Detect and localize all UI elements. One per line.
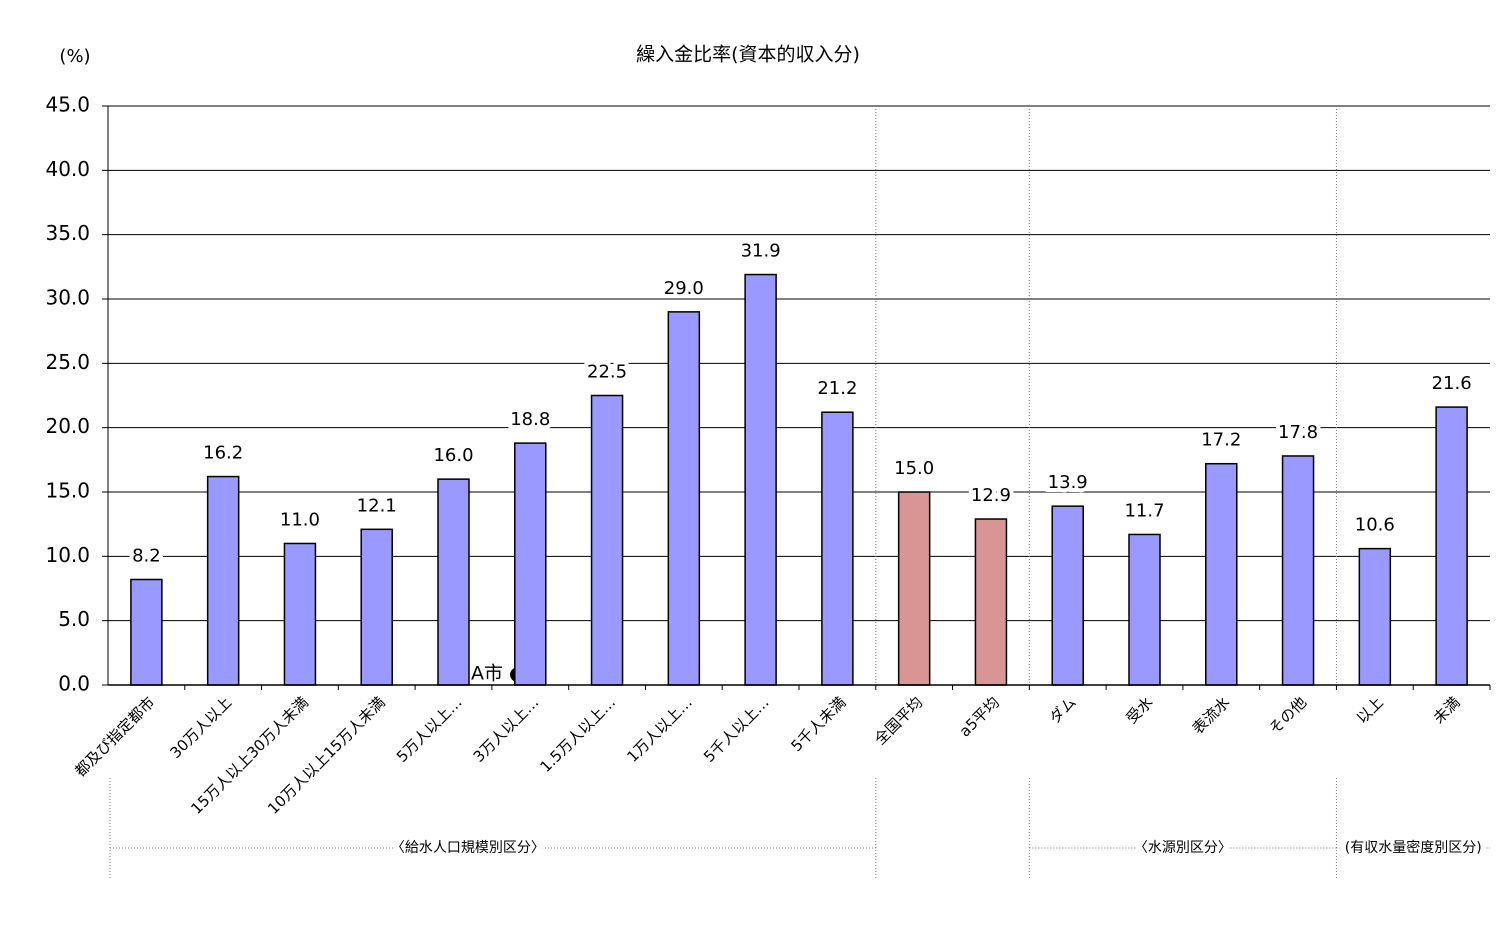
x-tick-label: 受水 xyxy=(1123,693,1157,727)
bar xyxy=(1281,455,1315,686)
bar xyxy=(283,542,317,686)
x-tick-label: 表流水 xyxy=(1189,693,1234,738)
y-tick-label: 30.0 xyxy=(45,286,90,310)
x-tick-label: 全国平均 xyxy=(871,693,926,748)
y-unit-label: (%) xyxy=(59,46,90,67)
y-tick-label: 5.0 xyxy=(58,607,90,631)
annotation: A市 ● xyxy=(471,663,526,685)
x-tick-label: 3万人以上… xyxy=(470,693,543,766)
bar xyxy=(821,411,854,686)
x-tick-label: 5千人以上… xyxy=(700,693,773,766)
y-tick-label: 45.0 xyxy=(45,93,90,117)
bar xyxy=(206,475,240,686)
bar xyxy=(1051,505,1084,686)
group-label: 〈水源別区分〉 xyxy=(1134,840,1232,856)
x-tick-label: 5千人未満 xyxy=(787,693,849,755)
value-label: 17.8 xyxy=(1278,422,1318,443)
value-label: 13.9 xyxy=(1048,472,1088,493)
bar xyxy=(130,578,163,686)
value-label: 17.2 xyxy=(1201,430,1241,451)
x-tick-label: 都及び指定都市 xyxy=(71,693,158,780)
value-label: 8.2 xyxy=(132,545,161,566)
x-tick-label: 1.5万人以上… xyxy=(536,693,619,776)
value-label: 16.2 xyxy=(203,443,243,464)
value-label: 11.0 xyxy=(280,509,320,530)
y-tick-label: 20.0 xyxy=(45,414,90,438)
x-tick-label: その他 xyxy=(1266,693,1311,738)
value-label: 18.8 xyxy=(510,409,550,430)
y-tick-label: 15.0 xyxy=(45,479,90,503)
bar xyxy=(974,518,1008,686)
group-label: 〈給水人口規模別区分〉 xyxy=(391,840,545,856)
value-label: 12.9 xyxy=(971,485,1011,506)
value-label: 21.6 xyxy=(1432,373,1472,394)
bar xyxy=(1435,406,1468,686)
x-tick-label: 5万人以上… xyxy=(393,693,466,766)
bar xyxy=(590,394,624,686)
value-label: 12.1 xyxy=(357,495,397,516)
value-label: 15.0 xyxy=(894,458,934,479)
bar xyxy=(1358,547,1392,686)
bar xyxy=(1128,533,1161,686)
y-tick-label: 40.0 xyxy=(45,157,90,181)
y-tick-label: 0.0 xyxy=(58,672,90,696)
x-tick-label: 未満 xyxy=(1430,693,1464,727)
bar xyxy=(667,311,701,686)
x-tick-label: 1万人以上… xyxy=(623,693,696,766)
y-tick-label: 25.0 xyxy=(45,350,90,374)
bar xyxy=(897,491,931,686)
value-label: 31.9 xyxy=(741,241,781,262)
value-label: 10.6 xyxy=(1355,515,1395,536)
value-label: 22.5 xyxy=(587,362,627,383)
x-tick-label: ダム xyxy=(1046,693,1080,727)
bar xyxy=(514,442,547,686)
y-tick-label: 10.0 xyxy=(45,543,90,567)
x-tick-label: 30万人以上 xyxy=(167,693,236,762)
value-label: 11.7 xyxy=(1124,500,1164,521)
bar xyxy=(1205,462,1238,686)
bar xyxy=(744,273,777,686)
group-label: (有収水量密度別区分) xyxy=(1345,839,1482,856)
value-label: 16.0 xyxy=(433,445,473,466)
chart-title: 繰入金比率(資本的収入分) xyxy=(636,44,860,66)
x-tick-label: a5平均 xyxy=(956,693,1003,740)
bar xyxy=(360,528,393,686)
bar xyxy=(437,478,470,686)
value-label: 29.0 xyxy=(664,278,704,299)
value-label: 21.2 xyxy=(817,378,857,399)
x-tick-label: 以上 xyxy=(1353,693,1387,727)
y-tick-label: 35.0 xyxy=(45,221,90,245)
